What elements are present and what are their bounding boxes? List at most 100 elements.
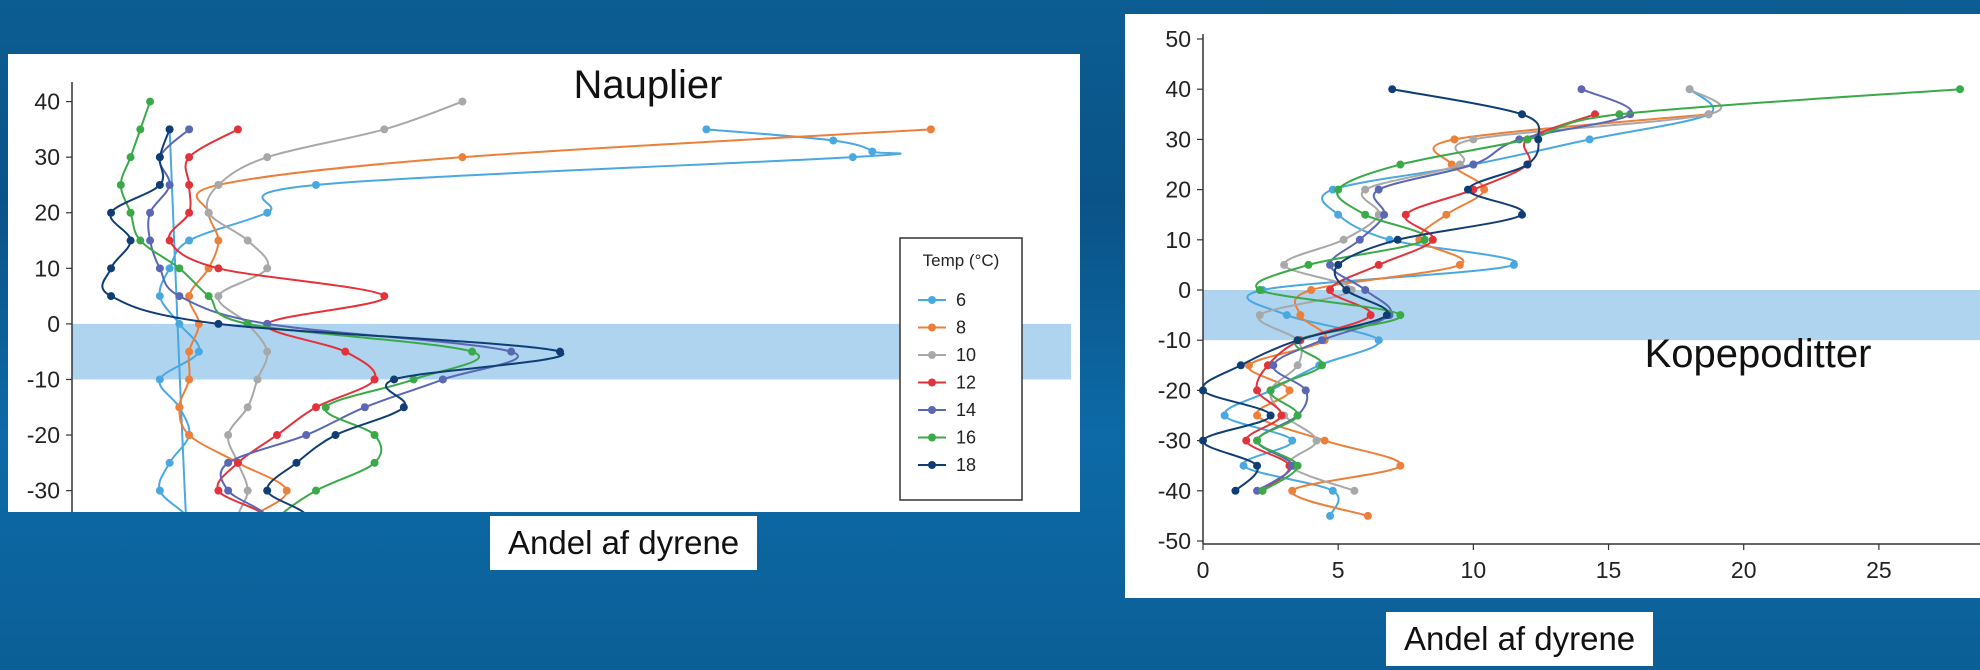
data-point-temp-6 bbox=[185, 236, 194, 245]
y-tick-label: 10 bbox=[1165, 227, 1191, 253]
data-point-temp-18 bbox=[390, 375, 399, 384]
data-point-temp-10 bbox=[1339, 235, 1348, 244]
data-point-temp-16 bbox=[136, 125, 145, 134]
data-point-temp-6 bbox=[1220, 411, 1229, 420]
data-point-temp-12 bbox=[185, 180, 194, 189]
data-point-temp-12 bbox=[214, 264, 223, 273]
y-tick-label: 50 bbox=[1165, 26, 1191, 52]
data-point-temp-18 bbox=[399, 403, 408, 412]
data-point-temp-10 bbox=[243, 486, 252, 495]
data-point-temp-12 bbox=[341, 347, 350, 356]
data-point-temp-12 bbox=[380, 292, 389, 301]
data-point-temp-16 bbox=[1266, 386, 1275, 395]
data-point-temp-18 bbox=[1266, 411, 1275, 420]
data-point-temp-16 bbox=[1258, 486, 1267, 495]
x-tick-label: 15 bbox=[1596, 557, 1622, 583]
legend-entry-label: 14 bbox=[956, 400, 976, 420]
data-point-temp-10 bbox=[224, 431, 233, 440]
data-point-temp-16 bbox=[1304, 260, 1313, 269]
data-point-temp-14 bbox=[155, 264, 164, 273]
data-point-temp-14 bbox=[175, 292, 184, 301]
data-point-temp-6 bbox=[1585, 135, 1594, 144]
data-point-temp-14 bbox=[185, 125, 194, 134]
data-point-temp-8 bbox=[458, 153, 467, 162]
data-point-temp-10 bbox=[263, 264, 272, 273]
data-point-temp-12 bbox=[214, 486, 223, 495]
data-point-temp-10 bbox=[253, 375, 262, 384]
data-point-temp-18 bbox=[292, 458, 301, 467]
data-point-temp-6 bbox=[1509, 260, 1518, 269]
legend-swatch-marker bbox=[928, 433, 936, 442]
data-point-temp-16 bbox=[370, 431, 379, 440]
data-point-temp-16 bbox=[1253, 436, 1262, 445]
data-point-temp-6 bbox=[1239, 461, 1248, 470]
data-point-temp-18 bbox=[107, 292, 116, 301]
series-line-temp-18 bbox=[1201, 88, 1541, 492]
data-point-temp-16 bbox=[1255, 286, 1264, 294]
data-point-temp-14 bbox=[438, 375, 447, 384]
data-point-temp-14 bbox=[1326, 260, 1335, 269]
data-point-temp-8 bbox=[1450, 135, 1459, 144]
data-point-temp-16 bbox=[126, 153, 135, 162]
legend-swatch-marker bbox=[928, 461, 936, 469]
data-point-temp-10 bbox=[380, 125, 389, 134]
x-tick-label: 5 bbox=[1332, 557, 1345, 583]
data-point-temp-6 bbox=[165, 458, 174, 467]
data-point-temp-6 bbox=[848, 153, 857, 162]
data-point-temp-16 bbox=[126, 208, 135, 217]
legend-swatch-marker bbox=[928, 406, 936, 414]
data-point-temp-8 bbox=[214, 236, 223, 245]
series-line-temp-12 bbox=[1245, 113, 1596, 492]
data-point-temp-12 bbox=[1253, 386, 1262, 395]
data-point-temp-10 bbox=[1455, 160, 1464, 169]
data-point-temp-8 bbox=[1307, 286, 1316, 294]
data-point-temp-12 bbox=[1374, 260, 1383, 269]
data-point-temp-6 bbox=[868, 147, 877, 156]
x-tick-label: 25 bbox=[1866, 557, 1892, 583]
data-point-temp-16 bbox=[136, 236, 145, 245]
data-point-temp-8 bbox=[185, 375, 194, 384]
legend-entry-label: 8 bbox=[956, 318, 966, 338]
data-point-temp-10 bbox=[263, 153, 272, 162]
data-point-temp-8 bbox=[185, 292, 194, 301]
data-point-temp-12 bbox=[1366, 311, 1375, 320]
data-point-temp-10 bbox=[214, 292, 223, 301]
y-tick-label: 30 bbox=[34, 144, 60, 170]
y-tick-label: 50 bbox=[34, 54, 60, 59]
series-line-temp-10 bbox=[205, 100, 463, 512]
data-point-temp-12 bbox=[1326, 286, 1335, 294]
data-point-temp-18 bbox=[556, 347, 564, 356]
data-point-temp-16 bbox=[204, 292, 213, 301]
data-point-temp-10 bbox=[243, 236, 252, 245]
data-point-temp-8 bbox=[1455, 260, 1464, 269]
data-point-temp-8 bbox=[282, 486, 291, 495]
data-point-temp-8 bbox=[1480, 185, 1489, 194]
data-point-temp-6 bbox=[1288, 436, 1297, 445]
data-point-temp-18 bbox=[155, 153, 164, 162]
data-point-temp-18 bbox=[165, 125, 174, 134]
data-point-temp-12 bbox=[370, 375, 379, 384]
data-point-temp-18 bbox=[1534, 135, 1543, 144]
data-point-temp-12 bbox=[185, 208, 194, 217]
y-tick-label: 0 bbox=[47, 311, 60, 337]
data-point-temp-6 bbox=[1282, 311, 1291, 320]
data-point-temp-10 bbox=[263, 347, 272, 356]
y-tick-label: -10 bbox=[27, 366, 60, 392]
data-point-temp-14 bbox=[1380, 210, 1389, 219]
data-point-temp-6 bbox=[1334, 210, 1343, 219]
data-point-temp-8 bbox=[1288, 486, 1297, 495]
data-point-temp-16 bbox=[321, 403, 330, 412]
data-point-temp-6 bbox=[1326, 511, 1335, 520]
data-point-temp-6 bbox=[702, 125, 711, 134]
legend-entry-label: 12 bbox=[956, 373, 976, 393]
data-point-temp-12 bbox=[312, 403, 320, 412]
data-point-temp-12 bbox=[233, 125, 242, 134]
y-tick-label: -20 bbox=[1158, 377, 1191, 403]
data-point-temp-16 bbox=[116, 180, 125, 189]
data-point-temp-8 bbox=[1320, 436, 1329, 445]
data-point-temp-10 bbox=[204, 208, 213, 217]
y-tick-label: 40 bbox=[34, 89, 60, 115]
data-point-temp-6 bbox=[194, 347, 203, 356]
data-point-temp-10 bbox=[1280, 260, 1289, 269]
